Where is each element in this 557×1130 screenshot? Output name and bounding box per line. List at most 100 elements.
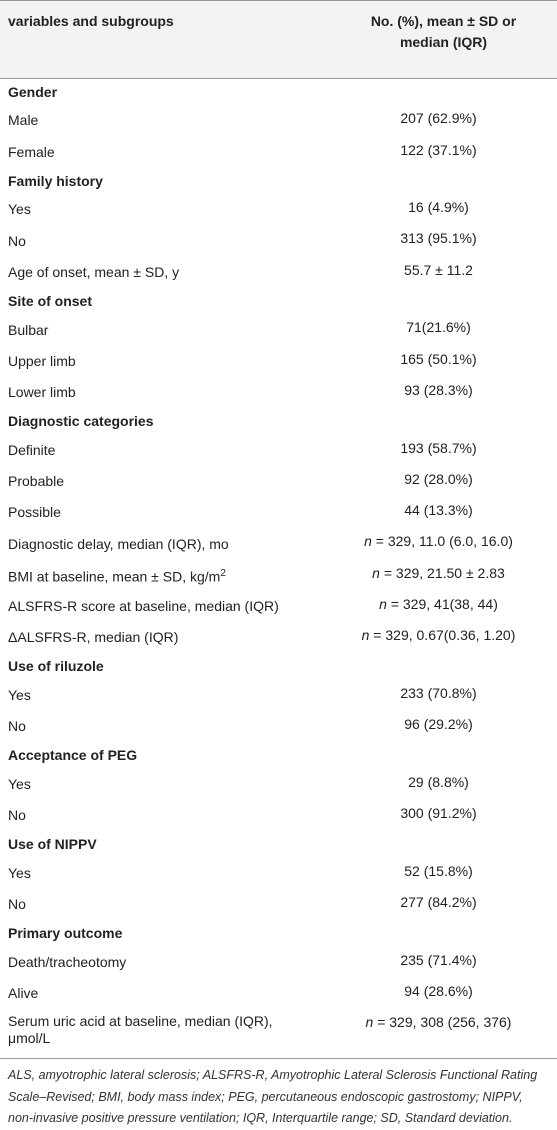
group-label: Use of riluzole: [8, 658, 104, 675]
cell-text: = 329, 308 (256, 376): [373, 1014, 512, 1031]
row-label: Yes: [8, 687, 31, 704]
row-value: n = 329, 41(38, 44): [300, 591, 557, 622]
italic-symbol: n: [365, 1014, 374, 1031]
group-row: Site of onset: [0, 288, 557, 314]
data-row: ΔALSFRS-R, median (IQR) n = 329, 0.67(0.3…: [0, 622, 557, 653]
data-row: Yes 52 (15.8%): [0, 858, 557, 889]
group-label: Acceptance of PEG: [8, 747, 138, 764]
row-value: 193 (58.7%): [400, 439, 477, 456]
data-row: No 313 (95.1%): [0, 225, 557, 256]
row-value: 55.7 ± 11.2: [404, 261, 473, 278]
row-value: 16 (4.9%): [408, 199, 469, 216]
data-table: variables and subgroups No. (%), mean ± …: [0, 0, 557, 1059]
row-value: 122 (37.1%): [400, 141, 477, 158]
data-row: Possible 44 (13.3%): [0, 497, 557, 528]
data-row: Diagnostic delay, median (IQR), mo n = 32…: [0, 528, 557, 559]
data-row: Yes 16 (4.9%): [0, 194, 557, 225]
row-label: Male: [8, 112, 39, 129]
row-value: n = 329, 0.67(0.36, 1.20): [300, 622, 557, 653]
row-label: Death/tracheotomy: [8, 953, 127, 970]
group-label: Gender: [8, 83, 58, 100]
row-label: Diagnostic delay, median (IQR), mo: [8, 535, 229, 552]
row-label: Age of onset, mean ± SD, y: [8, 263, 180, 280]
data-row: Bulbar 71(21.6%): [0, 314, 557, 345]
data-row: Yes 29 (8.8%): [0, 769, 557, 800]
data-row: Age of onset, mean ± SD, y 55.7 ± 11.2: [0, 257, 557, 288]
group-row: Family history: [0, 168, 557, 194]
italic-symbol: n: [364, 533, 372, 550]
row-value: n = 329, 21.50 ± 2.83: [300, 560, 557, 591]
row-label: Lower limb: [8, 384, 76, 401]
row-label: No: [8, 718, 26, 735]
data-row: Lower limb 93 (28.3%): [0, 377, 557, 408]
row-value: n = 329, 308 (256, 376): [300, 1009, 557, 1059]
italic-symbol: n: [379, 596, 387, 613]
row-label: Upper limb: [8, 352, 76, 369]
table-header: variables and subgroups No. (%), mean ± …: [0, 0, 557, 79]
data-row: ALSFRS-R score at baseline, median (IQR)…: [0, 591, 557, 622]
data-row: Female 122 (37.1%): [0, 137, 557, 168]
row-value: 233 (70.8%): [400, 684, 477, 701]
cell-text: = 329, 21.50 ± 2.83: [379, 564, 505, 581]
row-label: BMI at baseline, mean ± SD, kg/m2: [0, 560, 300, 591]
cell-text: = 329, 11.0 (6.0, 16.0): [371, 533, 513, 550]
data-row: Upper limb 165 (50.1%): [0, 346, 557, 377]
header-cell: variables and subgroups: [8, 13, 174, 29]
row-label: Possible: [8, 504, 61, 521]
row-value: n = 329, 11.0 (6.0, 16.0): [300, 528, 557, 559]
group-label: Family history: [8, 172, 103, 189]
data-row: No 96 (29.2%): [0, 711, 557, 742]
table-body: Gender Male 207 (62.9%) Female 122 (37.1%) Fa…: [0, 79, 557, 1059]
data-row: Probable 92 (28.0%): [0, 466, 557, 497]
row-label: Yes: [8, 864, 31, 881]
row-label: Female: [8, 143, 55, 160]
row-label: Definite: [8, 441, 56, 458]
data-row: Death/tracheotomy 235 (71.4%): [0, 947, 557, 978]
row-value: 235 (71.4%): [400, 951, 477, 968]
row-label: Probable: [8, 473, 65, 489]
group-row: Diagnostic categories: [0, 408, 557, 434]
row-value: 52 (15.8%): [404, 862, 473, 879]
group-label: Primary outcome: [8, 924, 123, 941]
group-label: Site of onset: [8, 292, 93, 309]
row-label: ALSFRS-R score at baseline, median (IQR): [8, 598, 279, 615]
group-row: Gender: [0, 79, 557, 106]
cell-text: = 329, 41(38, 44): [386, 596, 498, 613]
data-row: Male 207 (62.9%): [0, 105, 557, 136]
row-label: Yes: [8, 201, 31, 218]
row-value: 71(21.6%): [406, 319, 471, 336]
group-row: Acceptance of PEG: [0, 743, 557, 769]
data-row: BMI at baseline, mean ± SD, kg/m2 n = 329…: [0, 560, 557, 591]
data-row: Serum uric acid at baseline, median (IQR…: [0, 1009, 557, 1059]
footnote: ALS, amyotrophic lateral sclerosis; ALSF…: [8, 1068, 538, 1126]
row-value: 96 (29.2%): [404, 716, 473, 733]
row-value: 93 (28.3%): [404, 381, 473, 398]
row-value: 313 (95.1%): [400, 230, 477, 247]
row-label: Serum uric acid at baseline, median (IQR…: [8, 1013, 273, 1047]
row-label: Yes: [8, 775, 31, 792]
cell-text: BMI at baseline, mean ± SD, kg/m: [8, 568, 221, 585]
header-cell: No. (%), mean ± SD or median (IQR): [370, 13, 517, 50]
row-value: 29 (8.8%): [408, 773, 469, 790]
row-value: 92 (28.0%): [404, 470, 473, 487]
row-label: No: [8, 807, 26, 824]
row-value: 94 (28.6%): [404, 982, 473, 999]
cell-text: = 329, 0.67(0.36, 1.20): [369, 627, 516, 644]
italic-symbol: n: [372, 564, 380, 581]
header-row: variables and subgroups No. (%), mean ± …: [0, 0, 557, 79]
data-row: No 300 (91.2%): [0, 800, 557, 831]
row-label: Bulbar: [8, 321, 49, 338]
row-value: 207 (62.9%): [400, 110, 477, 127]
group-row: Primary outcome: [0, 920, 557, 946]
row-value: 44 (13.3%): [404, 502, 473, 519]
superscript: 2: [220, 568, 226, 580]
data-row: Definite 193 (58.7%): [0, 435, 557, 466]
row-value: 165 (50.1%): [400, 350, 477, 367]
row-label: No: [8, 232, 26, 249]
group-row: Use of riluzole: [0, 654, 557, 680]
group-row: Use of NIPPV: [0, 831, 557, 857]
row-label: Alive: [8, 985, 39, 1002]
italic-symbol: n: [361, 627, 370, 644]
group-label: Use of NIPPV: [8, 836, 97, 853]
